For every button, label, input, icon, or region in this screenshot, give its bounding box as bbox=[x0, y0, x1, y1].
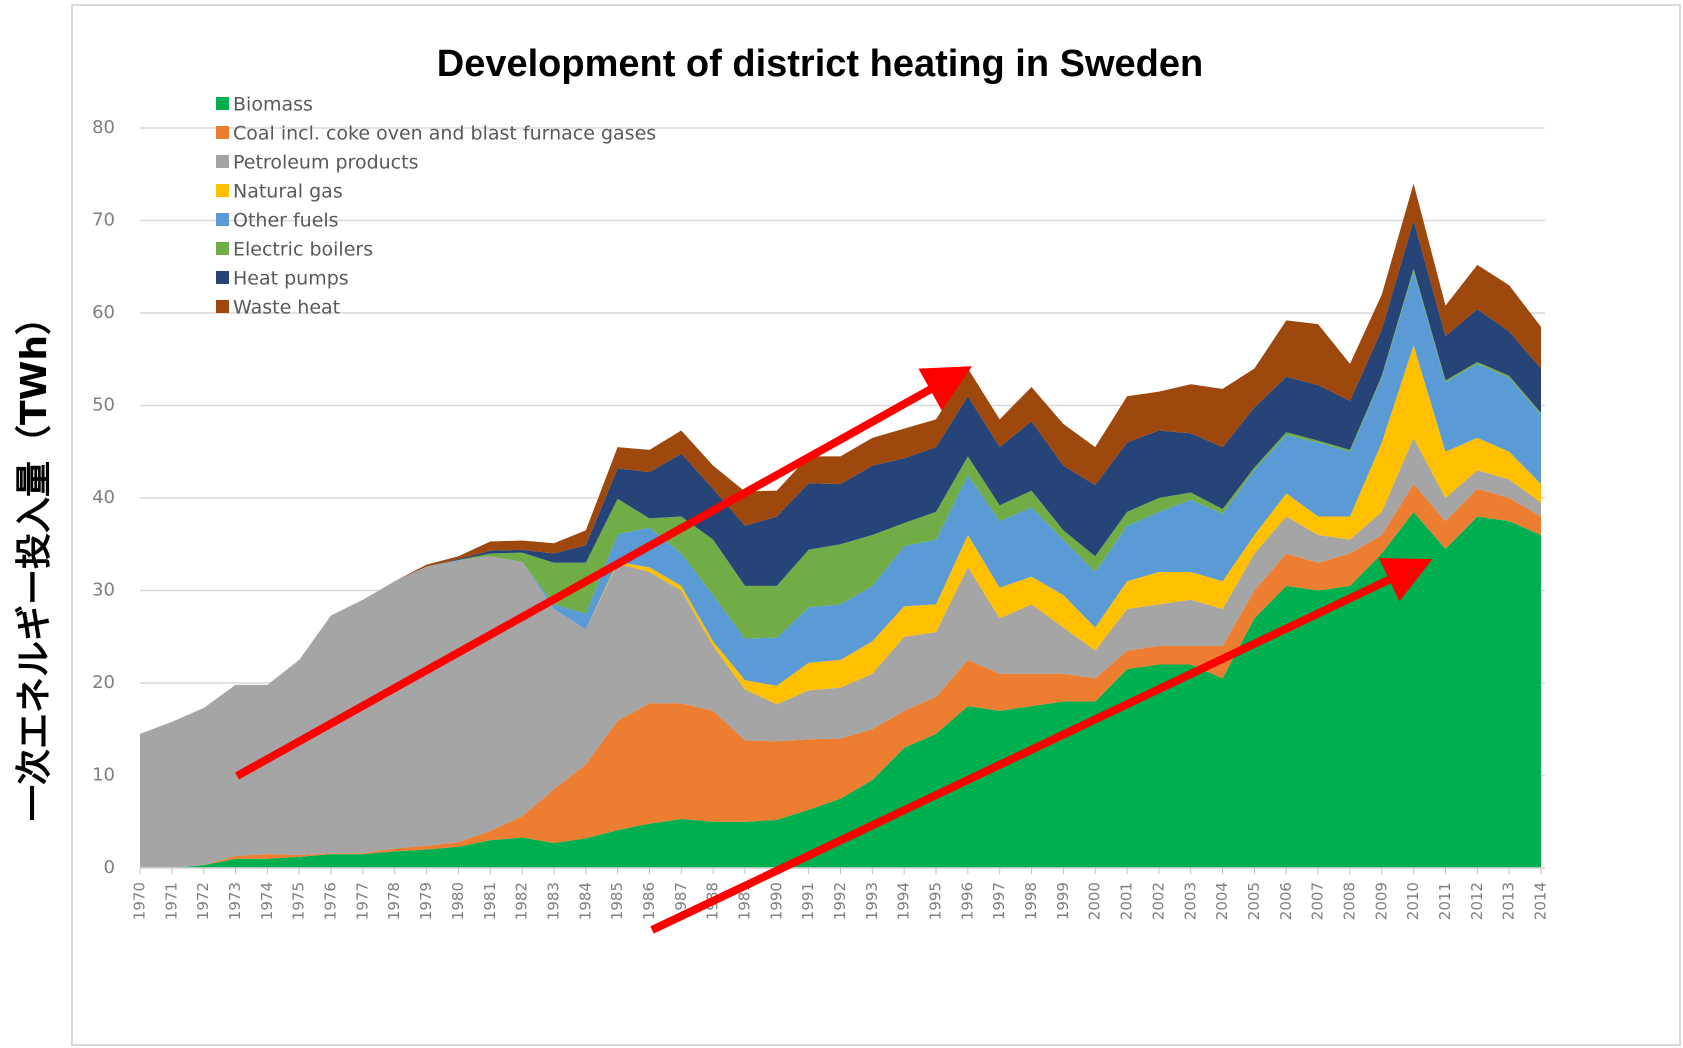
x-tick-label: 2004 bbox=[1213, 882, 1231, 920]
legend-swatch bbox=[216, 97, 229, 110]
y-tick-label: 0 bbox=[104, 857, 115, 878]
x-tick-label: 2005 bbox=[1245, 882, 1263, 920]
legend-label: Natural gas bbox=[233, 181, 343, 203]
x-tick-label: 1977 bbox=[353, 882, 371, 920]
x-tick-label: 2003 bbox=[1181, 882, 1199, 920]
x-tick-label: 1981 bbox=[481, 882, 499, 920]
legend-label: Heat pumps bbox=[233, 268, 349, 290]
areas bbox=[140, 183, 1541, 868]
y-tick-label: 70 bbox=[92, 210, 115, 231]
legend-swatch bbox=[216, 242, 229, 255]
x-tick-label: 2010 bbox=[1404, 882, 1422, 920]
x-tick-label: 1974 bbox=[258, 882, 276, 920]
area bbox=[140, 511, 1541, 868]
legend-swatch bbox=[216, 213, 229, 226]
y-tick-label: 20 bbox=[92, 672, 115, 693]
x-tick-label: 1971 bbox=[162, 882, 180, 920]
y-axis-label: 一次エネルギー投入量（TWh） bbox=[14, 299, 55, 821]
legend-label: Electric boilers bbox=[233, 239, 373, 261]
area bbox=[140, 220, 1541, 734]
x-tick-label: 2008 bbox=[1340, 882, 1358, 920]
trend-arrow bbox=[235, 366, 972, 780]
x-tick-label: 1999 bbox=[1054, 882, 1072, 920]
x-tick-label: 2007 bbox=[1309, 882, 1327, 920]
x-tick-label: 1991 bbox=[799, 882, 817, 920]
legend-swatch bbox=[216, 300, 229, 313]
x-tick-label: 1994 bbox=[895, 882, 913, 920]
x-tick-label: 1980 bbox=[449, 882, 467, 920]
legend: Biomass Coal incl. coke oven and blast fu… bbox=[216, 94, 656, 319]
x-tick-label: 1973 bbox=[226, 882, 244, 920]
x-tick-label: 2011 bbox=[1436, 882, 1454, 920]
chart-title: Development of district heating in Swede… bbox=[437, 43, 1203, 85]
y-tick-label: 50 bbox=[92, 395, 115, 416]
x-tick-label: 1998 bbox=[1022, 882, 1040, 920]
x-tick-label: 1984 bbox=[576, 882, 594, 920]
legend-label: Waste heat bbox=[233, 297, 340, 319]
x-tick-label: 1992 bbox=[831, 882, 849, 920]
x-tick-label: 2000 bbox=[1086, 882, 1104, 920]
x-tick-label: 2001 bbox=[1118, 882, 1136, 920]
x-tick-label: 1972 bbox=[194, 882, 212, 920]
x-tick-label: 1993 bbox=[863, 882, 881, 920]
y-tick-label: 80 bbox=[92, 117, 115, 138]
area bbox=[140, 437, 1541, 868]
x-tick-label: 2014 bbox=[1532, 882, 1550, 920]
x-tick-label: 1996 bbox=[958, 882, 976, 920]
x-tick-label: 1975 bbox=[290, 882, 308, 920]
legend-swatch bbox=[216, 271, 229, 284]
x-tick-label: 1995 bbox=[927, 882, 945, 920]
legend-swatch bbox=[216, 126, 229, 139]
y-tick-label: 40 bbox=[92, 487, 115, 508]
x-tick-label: 1986 bbox=[640, 882, 658, 920]
axes: 0 10 20 30 40 50 60 70 80 1970 1971 1972 1973 1974 197… bbox=[92, 117, 1549, 920]
area bbox=[140, 345, 1541, 734]
legend-label: Coal incl. coke oven and blast furnace g… bbox=[233, 123, 656, 145]
x-tick-label: 2006 bbox=[1277, 882, 1295, 920]
y-tick-label: 30 bbox=[92, 580, 115, 601]
x-tick-label: 2009 bbox=[1372, 882, 1390, 920]
area bbox=[140, 183, 1541, 734]
legend-label: Other fuels bbox=[233, 210, 339, 232]
area bbox=[140, 271, 1541, 734]
legend-label: Petroleum products bbox=[233, 152, 418, 174]
x-tick-label: 1982 bbox=[513, 882, 531, 920]
x-tick-label: 2012 bbox=[1468, 882, 1486, 920]
x-tick-label: 1990 bbox=[767, 882, 785, 920]
x-tick-label: 1985 bbox=[608, 882, 626, 920]
y-tick-label: 60 bbox=[92, 302, 115, 323]
x-tick-label: 2013 bbox=[1500, 882, 1518, 920]
y-tick-label: 10 bbox=[92, 765, 115, 786]
x-tick-label: 1997 bbox=[990, 882, 1008, 920]
x-tick-label: 1976 bbox=[322, 882, 340, 920]
legend-swatch bbox=[216, 155, 229, 168]
x-tick-label: 2002 bbox=[1149, 882, 1167, 920]
area bbox=[140, 484, 1541, 868]
legend-swatch bbox=[216, 184, 229, 197]
x-tick-label: 1978 bbox=[385, 882, 403, 920]
trend-arrow bbox=[650, 558, 1433, 934]
x-tick-label: 1983 bbox=[544, 882, 562, 920]
x-tick-label: 1979 bbox=[417, 882, 435, 920]
x-tick-label: 1970 bbox=[131, 882, 149, 920]
legend-label: Biomass bbox=[233, 94, 313, 116]
